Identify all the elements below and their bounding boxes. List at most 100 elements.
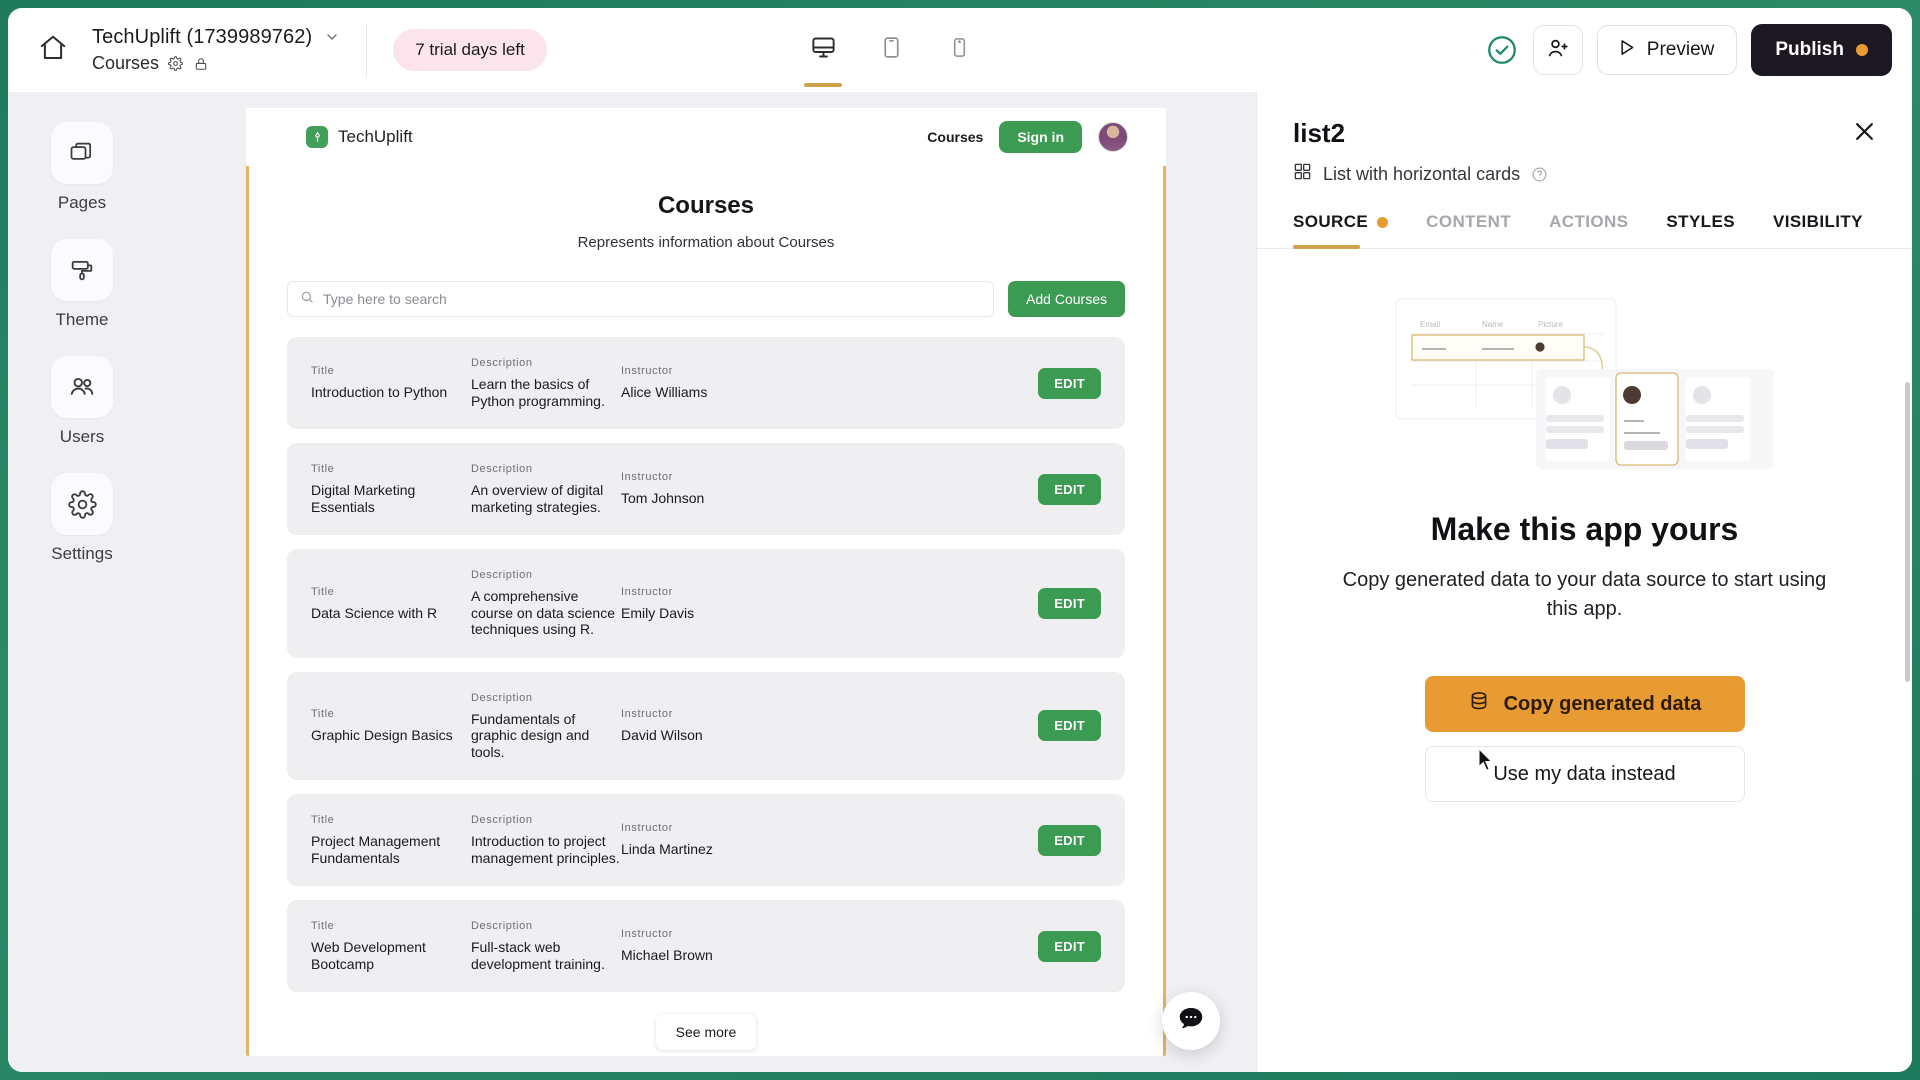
- column-header-title: Title: [311, 585, 335, 598]
- chat-bubble-button[interactable]: [1162, 992, 1220, 1050]
- inspector-header: list2 List with horizontal cards: [1257, 92, 1912, 186]
- publish-button[interactable]: Publish: [1751, 24, 1892, 76]
- search-input[interactable]: Type here to search: [287, 281, 995, 317]
- course-description: Fundamentals of graphic design and tools…: [471, 710, 590, 760]
- top-toolbar: TechUplift (1739989762) Courses 7 trial …: [8, 8, 1912, 92]
- illustration-header-name: Name: [1482, 320, 1504, 329]
- avatar[interactable]: [1098, 122, 1128, 152]
- use-my-data-button[interactable]: Use my data instead: [1424, 746, 1745, 802]
- home-button[interactable]: [26, 23, 80, 77]
- lock-icon[interactable]: [192, 55, 209, 72]
- column-header-instructor: Instructor: [621, 822, 673, 835]
- cell-description: Description Introduction to project manag…: [471, 814, 621, 866]
- add-courses-button[interactable]: Add Courses: [1008, 281, 1125, 317]
- edit-button[interactable]: EDIT: [1038, 930, 1101, 962]
- edit-button[interactable]: EDIT: [1038, 367, 1101, 399]
- preview-site-nav: Courses Sign in: [927, 121, 1128, 153]
- sidebar-item-theme[interactable]: Theme: [51, 239, 113, 330]
- tab-actions[interactable]: ACTIONS: [1549, 212, 1628, 248]
- tab-styles[interactable]: STYLES: [1666, 212, 1735, 248]
- illustration-header-email: Email: [1420, 320, 1440, 329]
- column-header-description: Description: [471, 691, 533, 704]
- table-row[interactable]: Title Digital Marketing Essentials Descrip…: [287, 443, 1125, 536]
- edit-button[interactable]: EDIT: [1038, 587, 1101, 619]
- gear-icon[interactable]: [167, 55, 184, 72]
- cell-title: Title Web Development Bootcamp: [311, 920, 471, 972]
- edit-button[interactable]: EDIT: [1038, 473, 1101, 505]
- preview-button-label: Preview: [1646, 39, 1715, 60]
- table-row[interactable]: Title Web Development Bootcamp Description…: [287, 900, 1125, 993]
- search-placeholder: Type here to search: [323, 291, 447, 307]
- preview-signin-button[interactable]: Sign in: [999, 121, 1082, 153]
- sidebar-item-pages[interactable]: Pages: [51, 122, 113, 213]
- preview-button[interactable]: Preview: [1596, 25, 1738, 75]
- gear-icon: [51, 473, 113, 535]
- play-icon: [1616, 37, 1637, 64]
- see-more-wrap: See more: [249, 1014, 1163, 1051]
- cell-instructor: Instructor Tom Johnson: [621, 471, 1038, 507]
- column-header-description: Description: [471, 920, 533, 933]
- course-instructor: Tom Johnson: [621, 490, 705, 507]
- course-title: Data Science with R: [311, 604, 438, 621]
- tab-label: STYLES: [1666, 212, 1735, 231]
- user-add-icon: [1546, 36, 1570, 65]
- copy-generated-data-button[interactable]: Copy generated data: [1424, 676, 1745, 732]
- cell-description: Description Full-stack web development tr…: [471, 920, 621, 972]
- course-title: Graphic Design Basics: [311, 727, 453, 744]
- table-row[interactable]: Title Project Management Fundamentals Desc…: [287, 794, 1125, 887]
- preview-brand[interactable]: TechUplift: [306, 126, 413, 148]
- course-instructor: Alice Williams: [621, 384, 708, 401]
- course-description: Introduction to project management princ…: [471, 833, 620, 866]
- table-row[interactable]: Title Data Science with R Description A com…: [287, 549, 1125, 658]
- toolbar-divider: [366, 23, 368, 77]
- tab-source[interactable]: SOURCE: [1293, 212, 1389, 249]
- column-header-description: Description: [471, 569, 533, 582]
- app-identity: TechUplift (1739989762) Courses: [92, 26, 340, 74]
- course-description: Learn the basics of Python programming.: [471, 376, 605, 409]
- panel-scrollbar[interactable]: [1905, 382, 1910, 682]
- app-name: TechUplift (1739989762): [92, 26, 313, 48]
- edit-button[interactable]: EDIT: [1038, 824, 1101, 856]
- device-preview-switcher: [796, 23, 986, 87]
- column-header-title: Title: [311, 814, 335, 827]
- inspector-tabs: SOURCE CONTENT ACTIONS STYLES VISIBILITY: [1257, 212, 1912, 249]
- tab-visibility[interactable]: VISIBILITY: [1773, 212, 1863, 248]
- pages-icon: [51, 122, 113, 184]
- home-icon: [38, 33, 68, 68]
- tab-label: VISIBILITY: [1772, 212, 1863, 231]
- preview-canvas: TechUplift Courses Sign in Courses Repre…: [156, 92, 1256, 1072]
- cell-title: Title Introduction to Python: [311, 365, 471, 401]
- edit-button[interactable]: EDIT: [1038, 710, 1101, 742]
- check-circle-icon[interactable]: [1485, 33, 1519, 67]
- sidebar-item-label: Settings: [51, 544, 113, 563]
- column-header-description: Description: [471, 463, 533, 476]
- device-tablet-button[interactable]: [864, 23, 918, 77]
- sidebar-item-users[interactable]: Users: [51, 356, 113, 447]
- current-page-name[interactable]: Courses: [92, 53, 160, 73]
- trial-days-badge[interactable]: 7 trial days left: [393, 29, 547, 71]
- course-instructor: David Wilson: [621, 727, 703, 744]
- device-desktop-button[interactable]: [796, 23, 850, 87]
- cell-description: Description Learn the basics of Python pr…: [471, 357, 621, 409]
- page-subtitle: Represents information about Courses: [577, 234, 835, 251]
- cell-instructor: Instructor Linda Martinez: [621, 822, 1038, 858]
- column-header-title: Title: [311, 920, 335, 933]
- table-row[interactable]: Title Graphic Design Basics Description Fun…: [287, 671, 1125, 781]
- tab-content[interactable]: CONTENT: [1426, 212, 1511, 248]
- mouse-cursor: [1478, 747, 1496, 777]
- invite-user-button[interactable]: [1532, 25, 1583, 75]
- logo-icon: [306, 126, 328, 148]
- close-icon[interactable]: [1851, 118, 1878, 150]
- preview-nav-link-courses[interactable]: Courses: [927, 129, 984, 145]
- table-row[interactable]: Title Introduction to Python Description Le…: [287, 337, 1125, 430]
- tab-label: SOURCE: [1293, 212, 1369, 231]
- help-circle-icon[interactable]: [1531, 166, 1548, 183]
- device-mobile-button[interactable]: [932, 23, 986, 77]
- selected-component-list2[interactable]: Courses Represents information about Cou…: [246, 166, 1166, 1056]
- see-more-button[interactable]: See more: [655, 1014, 757, 1051]
- cell-title: Title Graphic Design Basics: [311, 708, 471, 744]
- sidebar-item-settings[interactable]: Settings: [51, 473, 113, 564]
- chevron-down-icon[interactable]: [324, 29, 340, 47]
- panel-title: list2: [1293, 118, 1346, 148]
